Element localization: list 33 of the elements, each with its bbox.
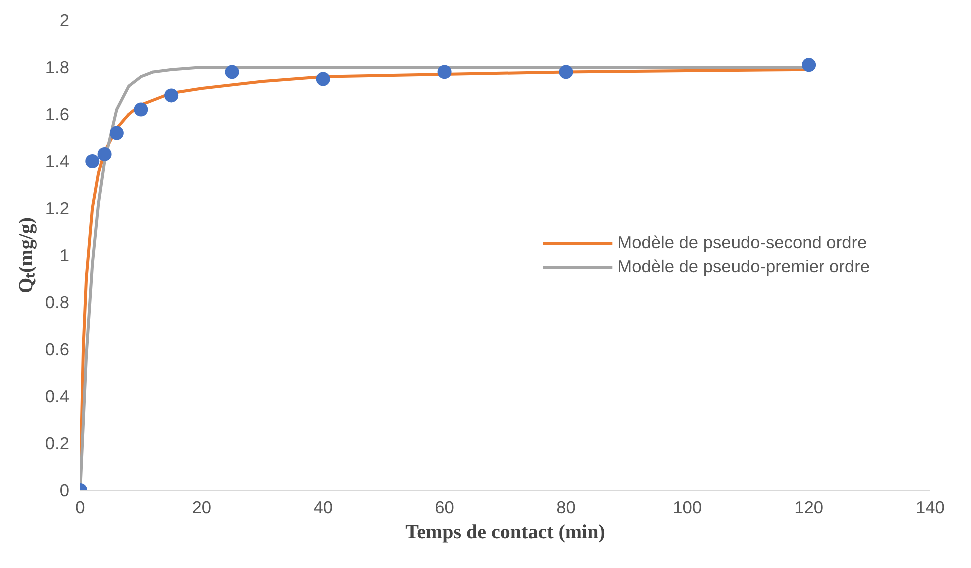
y-tick-label: 0.8 xyxy=(45,292,70,312)
y-tick-label: 1.6 xyxy=(45,104,70,124)
point xyxy=(134,102,148,117)
point xyxy=(110,126,124,140)
point xyxy=(316,72,330,86)
y-axis-title: Qₜ(mg/g) xyxy=(15,217,38,294)
y-tick-label: 1.4 xyxy=(45,152,70,172)
point xyxy=(164,88,179,103)
y-tick-label: 0.2 xyxy=(45,434,70,454)
x-tick-label: 140 xyxy=(916,498,945,518)
x-tick-label: 100 xyxy=(673,498,702,518)
point xyxy=(802,58,816,72)
point xyxy=(225,65,240,80)
x-tick-label: 80 xyxy=(556,498,576,518)
y-tick-label: 0.4 xyxy=(45,386,70,406)
y-tick-label: 1.8 xyxy=(45,58,70,78)
x-axis-title: Temps de contact (min) xyxy=(406,522,606,544)
x-tick-label: 0 xyxy=(76,498,86,518)
y-tick-label: 0.6 xyxy=(45,340,70,360)
y-tick-label: 1 xyxy=(60,246,70,266)
point xyxy=(559,65,574,80)
point xyxy=(98,147,112,162)
x-tick-label: 40 xyxy=(314,498,333,518)
point xyxy=(438,65,452,80)
legend-label: Modèle de pseudo-second ordre xyxy=(618,232,868,254)
y-tick-label: 1.2 xyxy=(45,198,70,218)
x-tick-label: 60 xyxy=(435,498,454,518)
x-tick-label: 20 xyxy=(192,498,212,518)
y-tick-label: 0 xyxy=(60,480,70,500)
x-tick-label: 120 xyxy=(794,498,824,518)
y-tick-label: 2 xyxy=(60,10,70,30)
point xyxy=(86,154,100,168)
legend-label: Modèle de pseudo-premier ordre xyxy=(618,256,870,278)
